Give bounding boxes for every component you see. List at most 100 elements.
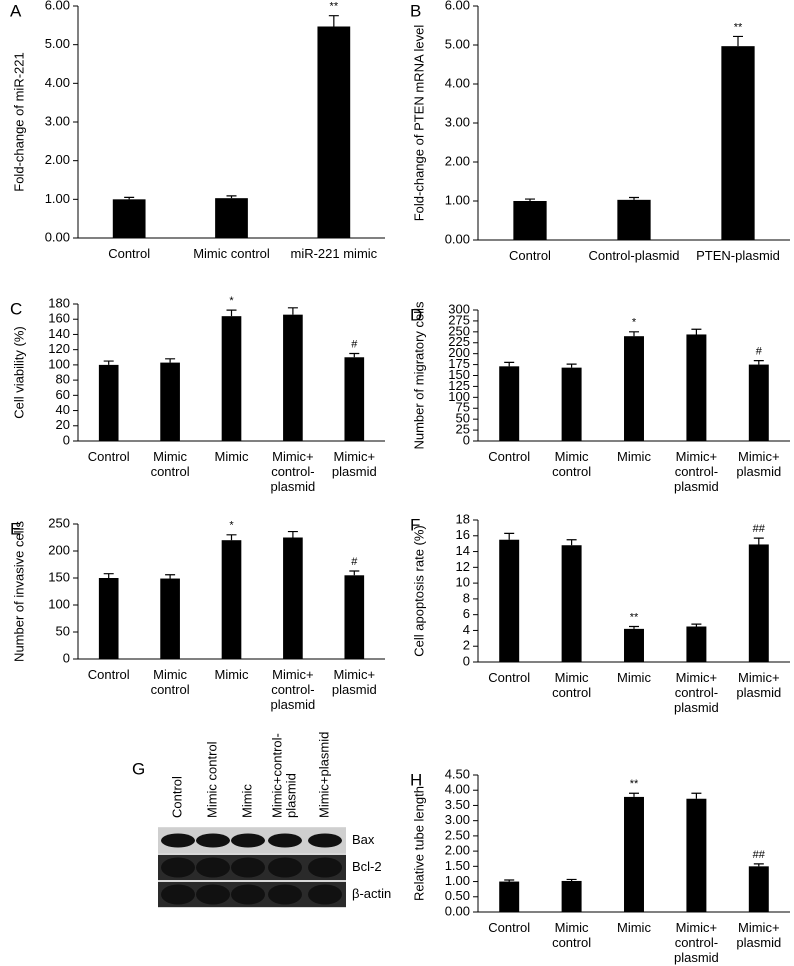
y-tick-label: 50: [56, 623, 70, 638]
significance-label: ##: [753, 523, 766, 535]
x-tick-label-box: Mimic: [214, 449, 249, 464]
bar: [561, 367, 582, 441]
y-tick-label: 0: [463, 432, 470, 447]
x-tick-label-box: Mimic+ control- plasmid: [270, 449, 315, 494]
x-tick-label-box: Mimic+ control- plasmid: [270, 667, 316, 712]
y-tick-label: 6: [463, 606, 470, 621]
x-tick-label-box: Control: [509, 248, 551, 263]
error-bar: [226, 534, 237, 541]
y-tick-label: 275: [448, 312, 470, 327]
x-tick-label: Mimic+ control- plasmid: [673, 449, 719, 494]
x-tick-label: miR-221 mimic: [290, 246, 378, 261]
y-tick-label: 100: [48, 596, 70, 611]
blot-band: [268, 884, 302, 905]
bar: [160, 578, 180, 659]
blot-band: [196, 884, 230, 905]
significance-label: **: [734, 21, 743, 33]
bar: [98, 364, 119, 441]
y-tick-label: 5.00: [445, 36, 470, 51]
y-tick-label: 4.50: [445, 766, 470, 781]
x-tick-label-box: Mimic control: [552, 920, 591, 950]
x-tick-label-box: Mimic: [617, 449, 651, 464]
x-tick-label-box: Mimic+ control- plasmid: [674, 670, 719, 715]
y-tick-label: 12: [456, 559, 470, 574]
y-axis-label: Number of invasive cells: [11, 521, 26, 662]
y-tick-label: 0.50: [445, 888, 470, 903]
significance-label: **: [630, 778, 639, 790]
x-tick-label: Mimic: [214, 449, 249, 464]
y-tick-label: 0: [63, 650, 70, 665]
blot-band: [196, 833, 230, 848]
y-tick-label: 100: [448, 389, 470, 404]
x-tick-label-box: Mimic control: [193, 246, 270, 261]
error-bar: [629, 196, 639, 200]
x-tick-label-box: Control-plasmid: [588, 248, 679, 263]
y-tick-label: 1.00: [45, 191, 70, 206]
y-tick-label: 125: [448, 378, 470, 393]
x-tick-label: Mimic: [214, 667, 249, 682]
y-tick-label: 80: [56, 372, 70, 387]
x-tick-label: Control: [488, 449, 531, 464]
y-tick-label: 8: [463, 590, 470, 605]
error-bar: [103, 360, 114, 365]
lane-label: Control: [169, 776, 184, 818]
panel-label: A: [10, 1, 22, 20]
x-tick-label: Control: [108, 246, 151, 261]
y-tick-label: 0.00: [445, 903, 470, 918]
panel-label: E: [10, 519, 21, 538]
x-tick-label: Mimic control: [150, 667, 190, 697]
blot-band: [231, 884, 265, 905]
x-tick-label-box: Mimic control: [552, 670, 592, 700]
y-tick-label: 140: [48, 326, 70, 341]
bar: [721, 46, 755, 240]
y-tick-label: 4.00: [445, 75, 470, 90]
y-tick-label: 60: [56, 387, 70, 402]
row-label: Bcl-2: [352, 859, 382, 874]
x-tick-label-box: Control: [488, 670, 530, 685]
y-tick-label: 200: [448, 345, 470, 360]
x-tick-label-box: Mimic: [617, 920, 651, 935]
x-tick-label: Mimic+ plasmid: [331, 667, 377, 697]
y-tick-label: 100: [48, 356, 70, 371]
y-tick-label: 250: [48, 515, 70, 530]
blot-band: [268, 857, 302, 878]
bar: [748, 544, 769, 662]
error-bar: [753, 360, 764, 365]
y-tick-label: 6.00: [45, 0, 70, 12]
significance-label: *: [632, 317, 637, 329]
x-tick-label-box: Mimic+ plasmid: [331, 667, 377, 697]
x-tick-label: Mimic+ control- plasmid: [270, 667, 316, 712]
error-bar: [629, 625, 639, 629]
bar: [499, 366, 520, 441]
y-axis-label: Fold-change of PTEN mRNA level: [411, 25, 426, 222]
y-axis-label: Cell viability (%): [11, 326, 26, 418]
error-bar: [753, 863, 764, 867]
y-tick-label: 4.00: [45, 75, 70, 90]
x-tick-label-box: Control: [88, 667, 130, 682]
error-bar: [753, 537, 764, 545]
x-tick-label: Mimic+ plasmid: [736, 670, 782, 700]
panel-label: H: [410, 770, 422, 789]
x-tick-label: Mimic control: [552, 670, 592, 700]
x-tick-label-box: PTEN-plasmid: [696, 248, 780, 263]
bar: [686, 626, 707, 662]
error-bar: [328, 15, 339, 27]
bar: [561, 880, 582, 912]
x-tick-label: Mimic: [617, 670, 651, 685]
bar: [283, 537, 303, 659]
x-tick-label-box: Mimic control: [150, 667, 190, 697]
error-bar: [629, 331, 639, 337]
bar: [98, 578, 119, 659]
x-tick-label-box: Control: [108, 246, 151, 261]
x-tick-label: Mimic control: [193, 246, 270, 261]
significance-label: *: [229, 295, 234, 307]
y-tick-label: 40: [56, 402, 70, 417]
y-tick-label: 6.00: [445, 0, 470, 12]
y-tick-label: 16: [456, 527, 470, 542]
error-bar: [226, 195, 237, 199]
x-tick-label-box: Mimic: [617, 670, 651, 685]
bar: [686, 798, 707, 912]
error-bar: [287, 530, 298, 538]
y-tick-label: 120: [48, 341, 70, 356]
error-bar: [124, 196, 135, 200]
